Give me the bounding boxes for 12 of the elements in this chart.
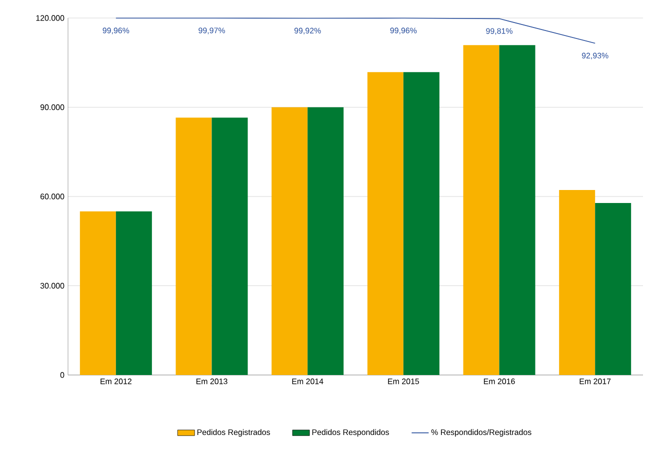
bar [80, 211, 116, 375]
bar [272, 107, 308, 375]
bar [403, 72, 440, 375]
bar [116, 211, 152, 375]
bar [499, 45, 536, 375]
bar [463, 45, 500, 375]
bar [595, 203, 632, 375]
bar [308, 107, 344, 375]
bar [367, 72, 404, 375]
bar [559, 190, 596, 375]
bar [176, 118, 212, 375]
bar [212, 118, 248, 375]
